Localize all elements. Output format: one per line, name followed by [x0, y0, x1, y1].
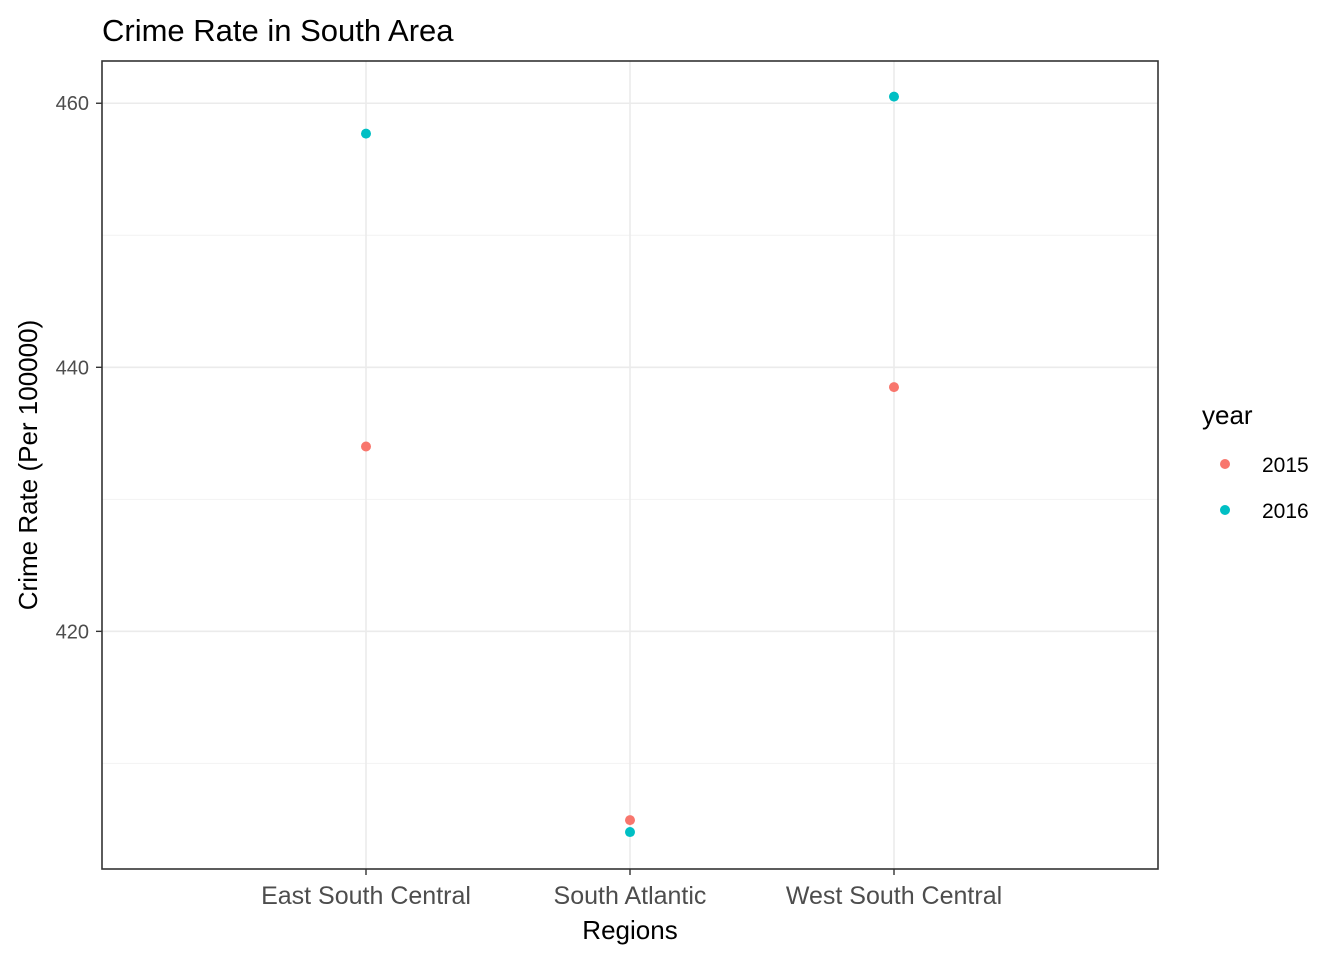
legend-key-2015: [1220, 459, 1230, 469]
data-point-2016: [889, 91, 899, 102]
y-tick-label: 420: [56, 621, 89, 643]
y-axis: 420 440 460: [56, 93, 102, 643]
x-tick-label: East South Central: [261, 882, 471, 910]
y-tick-label: 440: [56, 357, 89, 379]
chart-title: Crime Rate in South Area: [102, 13, 454, 48]
data-point-2016: [625, 827, 635, 838]
x-axis-title: Regions: [582, 915, 677, 945]
data-point-2015: [889, 382, 899, 393]
data-point-2015: [361, 441, 371, 452]
legend-label-2015: 2015: [1262, 454, 1309, 477]
grid-lines: [102, 61, 1158, 869]
legend-title: year: [1202, 400, 1253, 430]
x-tick-label: South Atlantic: [554, 882, 707, 910]
legend-label-2016: 2016: [1262, 500, 1309, 523]
x-tick-label: West South Central: [786, 882, 1002, 910]
data-point-2016: [361, 128, 371, 139]
data-points: [361, 91, 899, 838]
legend: year 2015 2016: [1202, 400, 1309, 523]
x-axis: East South Central South Atlantic West Sou…: [261, 869, 1002, 910]
data-point-2015: [625, 815, 635, 826]
y-tick-label: 460: [56, 93, 89, 115]
legend-key-2016: [1220, 505, 1230, 515]
y-axis-title: Crime Rate (Per 100000): [13, 320, 43, 610]
